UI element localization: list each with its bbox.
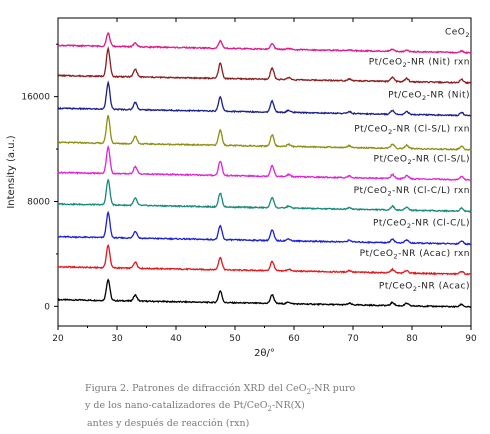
- y-tick-label-0: 0: [44, 302, 50, 312]
- y-axis-label: Intensity (a.u.): [6, 135, 17, 208]
- caption-line-1: Figura 2. Patrones de difracción XRD del…: [85, 383, 356, 396]
- series-group: [57, 32, 472, 309]
- x-tick-label-80: 80: [406, 334, 418, 344]
- series-line-1: [57, 278, 472, 309]
- series-label-6: Pt/CeO2-NR (Cl-S/L) rxn: [354, 124, 470, 136]
- series-line-9: [57, 32, 472, 55]
- series-label-9: CeO2: [445, 27, 470, 39]
- series-line-2: [57, 243, 472, 276]
- series-label-8: Pt/CeO2-NR (Nit) rxn: [369, 58, 470, 70]
- figure-caption: Figura 2. Patrones de difracción XRD del…: [85, 382, 465, 430]
- y-tick-label-8000: 8000: [27, 197, 50, 207]
- xrd-chart: Pt/CeO2-NR (Acac) Pt/CeO2-NR (Acac) rxn Pt…: [6, 17, 477, 359]
- series-label-3: Pt/CeO2-NR (Cl-C/L): [373, 219, 470, 231]
- series-line-4: [57, 178, 472, 213]
- x-tick-label-70: 70: [347, 334, 359, 344]
- x-tick-label-20: 20: [52, 334, 64, 344]
- series-label-7: Pt/CeO2-NR (Nit): [388, 90, 470, 102]
- series-line-7: [57, 80, 472, 117]
- x-tick-label-60: 60: [288, 334, 300, 344]
- caption-line-2: y de los nano-catalizadores de Pt/CeO2-N…: [85, 400, 305, 414]
- series-line-5: [57, 144, 472, 181]
- series-line-6: [57, 115, 472, 152]
- x-tick-label-30: 30: [111, 334, 123, 344]
- series-label-2: Pt/CeO2-NR (Acac) rxn: [360, 249, 470, 261]
- y-tick-label-16000: 16000: [21, 93, 50, 103]
- caption-line-3: antes y después de reacción (rxn): [87, 417, 250, 429]
- x-tick-label-50: 50: [229, 334, 241, 344]
- series-line-3: [57, 210, 472, 246]
- series-line-8: [57, 45, 472, 85]
- series-label-4: Pt/CeO2-NR (Cl-C/L) rxn: [354, 186, 470, 198]
- series-labels: Pt/CeO2-NR (Acac) Pt/CeO2-NR (Acac) rxn Pt…: [354, 27, 470, 293]
- series-label-5: Pt/CeO2-NR (Cl-S/L): [374, 155, 470, 167]
- x-tick-label-40: 40: [170, 334, 182, 344]
- axes: 20 30 40 50 60 70 80 90 0 8000 16000 2θ/° Intensity …: [6, 18, 477, 359]
- x-tick-label-90: 90: [465, 334, 477, 344]
- series-label-1: Pt/CeO2-NR (Acac): [379, 282, 470, 294]
- x-axis-label: 2θ/°: [254, 348, 275, 359]
